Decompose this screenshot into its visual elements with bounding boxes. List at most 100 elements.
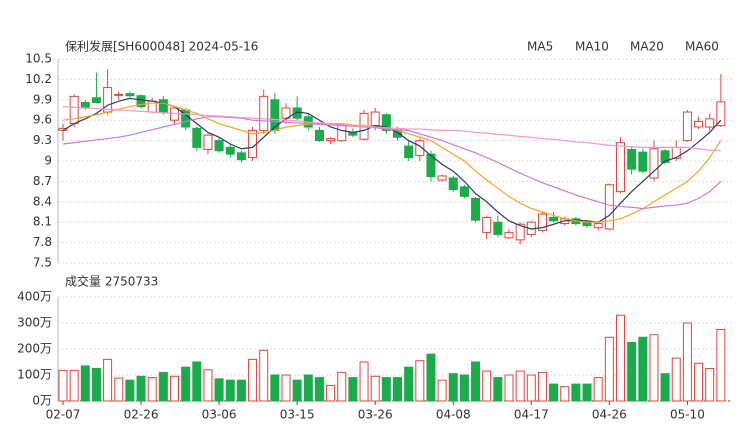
- volume-bar: [248, 358, 258, 402]
- y-tick-label: 100万: [17, 368, 52, 382]
- volume-bar: [537, 371, 547, 402]
- y-tick-label: 9.9: [33, 92, 52, 106]
- legend-entry: MA60: [685, 40, 719, 54]
- candle-body: [370, 111, 380, 127]
- y-tick-label: 10.2: [25, 72, 52, 86]
- volume-bar: [125, 379, 135, 402]
- volume-bar: [682, 322, 692, 402]
- volume-bar: [671, 357, 681, 402]
- volume-bar: [348, 377, 358, 402]
- y-tick-label: 10.5: [25, 52, 52, 66]
- volume-bar: [415, 360, 425, 402]
- candle-body: [248, 129, 258, 159]
- x-tick-label: 05-10: [670, 408, 705, 422]
- y-tick-label: 9.3: [33, 133, 52, 147]
- candle-body: [682, 111, 692, 142]
- legend-entry: MA10: [575, 40, 609, 54]
- volume-bar: [359, 361, 369, 402]
- volume-bar: [170, 375, 179, 402]
- volume-bar: [660, 373, 670, 402]
- candle-body: [593, 223, 603, 229]
- volume-bar: [69, 369, 79, 402]
- candle-body: [192, 127, 202, 148]
- volume-bar: [638, 336, 648, 402]
- volume-bar: [482, 370, 492, 402]
- candle-body: [404, 145, 414, 159]
- candle-body: [705, 118, 715, 128]
- candle-body: [627, 148, 637, 170]
- candle-body: [616, 142, 625, 193]
- x-tick-label: 04-26: [592, 408, 627, 422]
- volume-bar: [426, 353, 436, 402]
- candle-body: [314, 129, 324, 142]
- candle-body: [716, 101, 726, 127]
- candle-body: [259, 95, 269, 131]
- volume-bar: [91, 368, 101, 402]
- y-tick-label: 300万: [17, 316, 52, 330]
- volume-bar: [716, 329, 726, 402]
- candle-body: [493, 221, 503, 235]
- volume-bar: [515, 370, 525, 402]
- volume-bar: [181, 366, 191, 402]
- volume-bar: [58, 369, 68, 402]
- candle-body: [649, 148, 659, 179]
- candle-body: [326, 138, 336, 142]
- y-tick-label: 0万: [32, 394, 52, 408]
- candle-body: [515, 223, 525, 241]
- candle-body: [549, 216, 559, 222]
- volume-bar: [705, 368, 715, 402]
- candle-body: [426, 153, 436, 178]
- candle-body: [203, 134, 213, 150]
- volume-bar: [448, 373, 458, 402]
- volume-bar: [292, 379, 302, 402]
- volume-bar: [604, 336, 614, 402]
- y-tick-label: 9: [44, 154, 52, 168]
- volume-bar: [303, 374, 313, 402]
- volume-bar: [571, 383, 581, 402]
- candle-body: [103, 87, 113, 113]
- x-tick-label: 02-07: [46, 408, 81, 422]
- candle-body: [158, 99, 168, 113]
- volume-bar: [381, 377, 391, 402]
- candle-body: [459, 186, 469, 197]
- candle-body: [638, 151, 648, 172]
- x-tick-label: 03-15: [280, 408, 315, 422]
- volume-bar: [616, 314, 625, 402]
- y-tick-label: 200万: [17, 342, 52, 356]
- candle-body: [537, 213, 547, 231]
- candle-body: [91, 97, 101, 104]
- y-tick-label: 400万: [17, 290, 52, 304]
- y-tick-label: 7.8: [33, 235, 52, 249]
- candle-body: [448, 177, 458, 191]
- volume-bar: [192, 361, 202, 402]
- volume-bar: [270, 374, 280, 402]
- volume-bar: [236, 379, 246, 402]
- y-tick-label: 8.4: [33, 194, 52, 208]
- y-tick-label: 8.1: [33, 215, 52, 229]
- volume-title: 成交量 2750733: [65, 274, 158, 289]
- volume-bar: [437, 379, 447, 402]
- volume-bar: [560, 386, 570, 402]
- candle-body: [437, 175, 447, 181]
- chart-title: 保利发展[SH600048] 2024-05-16: [65, 39, 258, 54]
- volume-bar: [649, 334, 659, 402]
- legend-entry: MA20: [630, 40, 664, 54]
- volume-bar: [103, 358, 113, 402]
- volume-bar: [694, 362, 704, 402]
- candle-body: [214, 140, 224, 152]
- candle-body: [471, 197, 481, 221]
- volume-bar: [526, 374, 536, 402]
- volume-bar: [203, 369, 213, 402]
- volume-bar: [549, 383, 559, 402]
- candle-body: [482, 216, 492, 233]
- volume-bar: [582, 383, 592, 402]
- candle-body: [381, 114, 391, 131]
- x-tick-label: 03-26: [358, 408, 393, 422]
- volume-bar: [136, 375, 146, 402]
- candle-body: [114, 93, 124, 96]
- x-tick-label: 02-26: [124, 408, 159, 422]
- volume-bar: [158, 371, 168, 402]
- candle-body: [337, 124, 347, 142]
- candle-body: [415, 140, 425, 157]
- volume-bar: [147, 377, 157, 402]
